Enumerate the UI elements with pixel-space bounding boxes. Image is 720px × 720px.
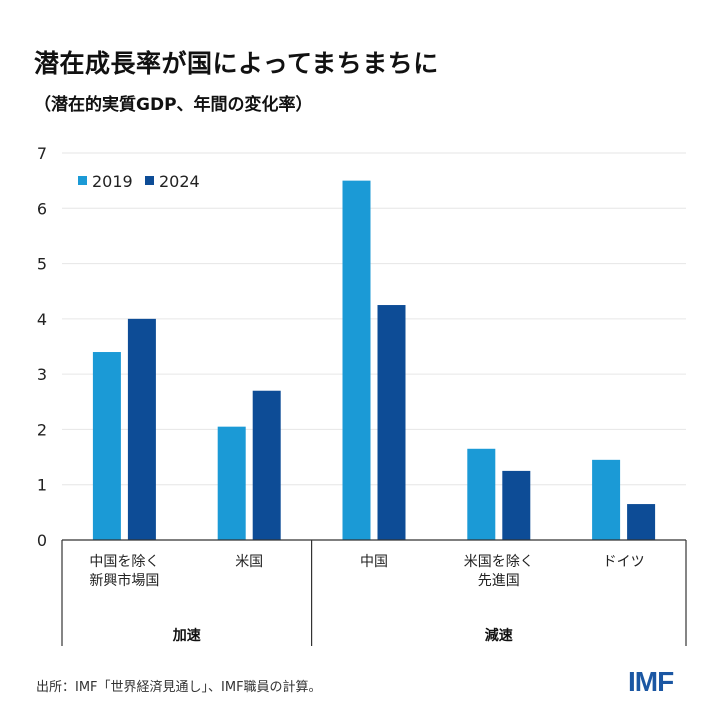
bar-2024 bbox=[627, 504, 656, 540]
y-tick-label: 0 bbox=[37, 531, 47, 550]
y-tick-label: 1 bbox=[37, 476, 47, 495]
bar-2024 bbox=[127, 318, 156, 540]
bar-2019 bbox=[92, 352, 121, 540]
bar-2024 bbox=[252, 390, 281, 540]
category-label: 新興市場国 bbox=[89, 572, 159, 589]
category-label: 米国 bbox=[235, 554, 263, 570]
imf-logo: IMF bbox=[628, 666, 674, 697]
chart-title: 潜在成長率が国によってまちまちに bbox=[34, 49, 439, 78]
bar-2019 bbox=[467, 448, 496, 540]
legend-label: 2024 bbox=[159, 172, 200, 191]
group-label: 加速 bbox=[172, 627, 201, 644]
y-tick-label: 7 bbox=[37, 144, 47, 163]
source-note: 出所：IMF「世界経済見通し」、IMF職員の計算。 bbox=[36, 680, 322, 695]
category-label: ドイツ bbox=[603, 554, 645, 570]
category-label: 中国 bbox=[360, 554, 388, 570]
y-tick-label: 6 bbox=[37, 199, 47, 218]
y-tick-label: 3 bbox=[37, 365, 47, 384]
group-label: 減速 bbox=[485, 627, 513, 644]
y-tick-label: 2 bbox=[37, 420, 47, 439]
category-label: 米国を除く bbox=[464, 554, 534, 570]
bar-2019 bbox=[342, 180, 371, 540]
bar-2024 bbox=[502, 470, 531, 540]
category-label: 中国を除く bbox=[89, 554, 159, 570]
bar-2019 bbox=[217, 426, 246, 540]
y-tick-label: 4 bbox=[37, 310, 47, 329]
legend-label: 2019 bbox=[92, 172, 133, 191]
legend-swatch-2024 bbox=[145, 176, 154, 185]
category-label: 先進国 bbox=[478, 573, 520, 589]
chart-subtitle: （潜在的実質GDP、年間の変化率） bbox=[34, 95, 313, 115]
bar-2019 bbox=[592, 459, 621, 540]
y-tick-label: 5 bbox=[37, 255, 47, 274]
legend-swatch-2019 bbox=[78, 176, 87, 185]
bar-2024 bbox=[377, 305, 406, 540]
